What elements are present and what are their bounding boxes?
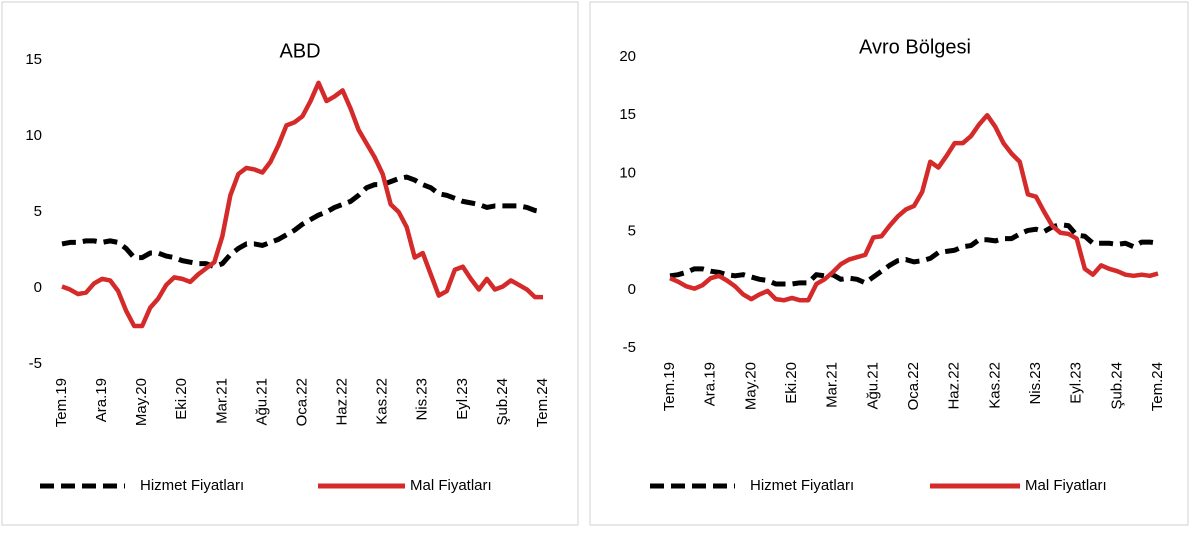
panel-border [589, 1, 1189, 526]
x-tick-label: May.20 [133, 378, 150, 426]
x-tick-label: Kas.22 [986, 362, 1003, 409]
x-tick-label: Oca.22 [905, 362, 922, 410]
x-tick-label: Eki.20 [173, 378, 190, 420]
panel-border [1, 1, 579, 526]
x-tick-label: Tem.19 [661, 362, 678, 411]
legend-label: Mal Fiyatları [1025, 477, 1107, 494]
x-tick-label: Ağu.21 [864, 362, 881, 410]
y-tick-label: 15 [619, 106, 636, 123]
x-tick-label: Ağu.21 [253, 378, 270, 426]
series-line [669, 222, 1159, 287]
x-tick-label: Nis.23 [1027, 362, 1044, 405]
series-line [61, 80, 543, 329]
y-tick-label: 0 [34, 279, 42, 296]
x-tick-label: Eki.20 [783, 362, 800, 404]
chart-title: Avro Bölgesi [859, 36, 971, 58]
x-tick-label: Haz.22 [946, 362, 963, 410]
x-tick-label: Kas.22 [374, 378, 391, 425]
y-tick-label: 15 [25, 51, 42, 68]
x-tick-label: Eyl.23 [1068, 362, 1085, 404]
x-tick-label: Eyl.23 [454, 378, 471, 420]
legend-label: Hizmet Fiyatları [140, 477, 244, 494]
legend-label: Hizmet Fiyatları [750, 477, 854, 494]
x-tick-label: Tem.24 [534, 378, 551, 427]
x-tick-label: Şub.24 [494, 378, 511, 426]
x-tick-label: Ara.19 [702, 362, 719, 406]
y-tick-label: 0 [628, 281, 636, 298]
y-tick-label: 10 [619, 164, 636, 181]
series-line [669, 112, 1159, 303]
series-line [61, 174, 544, 270]
y-tick-label: 5 [34, 203, 42, 220]
x-tick-label: Tem.24 [1149, 362, 1166, 411]
x-tick-label: Ara.19 [93, 378, 110, 422]
legend-label: Mal Fiyatları [410, 477, 492, 494]
x-tick-label: Mar.21 [213, 378, 230, 424]
y-tick-label: 20 [619, 48, 636, 65]
x-tick-label: Nis.23 [414, 378, 431, 421]
y-tick-label: -5 [29, 355, 42, 372]
x-tick-label: Şub.24 [1108, 362, 1125, 410]
x-tick-label: Tem.19 [53, 378, 70, 427]
x-tick-label: Haz.22 [334, 378, 351, 426]
x-tick-label: May.20 [742, 362, 759, 410]
x-tick-label: Oca.22 [293, 378, 310, 426]
chart-title: ABD [279, 40, 320, 62]
y-tick-label: -5 [623, 339, 636, 356]
y-tick-label: 5 [628, 223, 636, 240]
x-tick-label: Mar.21 [824, 362, 841, 408]
y-tick-label: 10 [25, 127, 42, 144]
